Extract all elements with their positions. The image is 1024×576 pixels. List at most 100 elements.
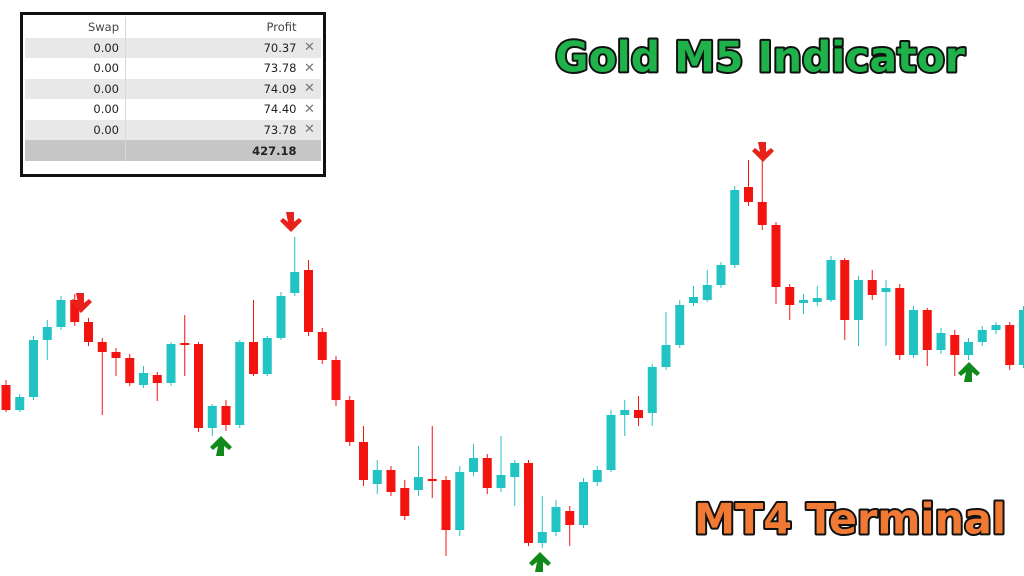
candle-body bbox=[675, 305, 685, 345]
cell: 70.37 bbox=[125, 37, 303, 58]
candle-body bbox=[771, 225, 781, 287]
candle-body bbox=[964, 342, 973, 355]
rows: 0.00 70.37 ✕ 0.00 73.78 ✕ 0.00 74.09 ✕ 0.00 74.40 ✕… bbox=[25, 37, 321, 140]
sell-signal bbox=[70, 142, 774, 313]
cell: 73.78 bbox=[263, 61, 297, 76]
candle-body bbox=[262, 338, 272, 374]
close-button[interactable]: ✕ bbox=[302, 119, 321, 140]
candle-body bbox=[29, 340, 38, 397]
cell: 0.00 bbox=[25, 58, 126, 79]
candle-body bbox=[139, 373, 148, 385]
candle-body bbox=[909, 310, 918, 355]
table-row: 0.00 73.78 ✕ bbox=[25, 58, 321, 79]
candle-body bbox=[235, 342, 245, 425]
cell: 0.00 bbox=[25, 99, 126, 120]
cell: 0.00 bbox=[25, 119, 126, 140]
table-row: 0.00 74.09 ✕ bbox=[25, 78, 321, 99]
candle-body bbox=[579, 482, 588, 525]
total-row: 427.18 bbox=[25, 140, 321, 161]
candle-body bbox=[524, 463, 533, 543]
table-row: 0.00 70.37 ✕ bbox=[25, 37, 321, 58]
table-row: 0.00 73.78 ✕ bbox=[25, 119, 321, 140]
candle-body bbox=[482, 458, 492, 488]
candle-body bbox=[359, 442, 368, 480]
candle-body bbox=[757, 202, 767, 225]
candle-body bbox=[455, 472, 465, 530]
candle-body bbox=[867, 280, 877, 295]
candle-body bbox=[496, 475, 506, 488]
close-button[interactable]: ✕ bbox=[302, 78, 321, 99]
candle-body bbox=[207, 406, 217, 428]
column-header: Profit bbox=[125, 17, 303, 38]
page-subtitle: MT4 Terminal bbox=[694, 495, 1006, 544]
close-button[interactable]: ✕ bbox=[304, 60, 315, 76]
candle-body bbox=[716, 265, 726, 285]
candle-body bbox=[84, 322, 93, 342]
candle-body bbox=[400, 488, 410, 516]
candle-body bbox=[785, 287, 795, 305]
candle-body bbox=[317, 332, 327, 360]
candle-body bbox=[606, 415, 616, 470]
candle-body bbox=[881, 288, 891, 292]
candle-body bbox=[194, 344, 203, 428]
candle-body bbox=[427, 479, 437, 481]
close-button[interactable]: ✕ bbox=[304, 101, 315, 117]
candle-body bbox=[56, 300, 66, 327]
candle-body bbox=[936, 333, 946, 350]
candle-body bbox=[826, 260, 836, 300]
candle-body bbox=[799, 300, 808, 303]
spacer bbox=[302, 140, 321, 161]
candle-body bbox=[152, 375, 162, 383]
column-header: Swap bbox=[25, 17, 126, 38]
candle-body bbox=[592, 470, 602, 482]
candle-body bbox=[15, 397, 25, 410]
table-row: 0.00 74.40 ✕ bbox=[25, 99, 321, 120]
candle-body bbox=[469, 458, 478, 472]
candle-body bbox=[565, 511, 575, 525]
total-cell: 427.18 bbox=[125, 140, 303, 161]
cell: 74.09 bbox=[125, 78, 303, 99]
candle-body bbox=[950, 335, 960, 355]
candle-body bbox=[537, 532, 547, 543]
cell bbox=[25, 140, 126, 161]
candle-body bbox=[1, 385, 11, 410]
candle-body bbox=[634, 410, 643, 418]
candle-body bbox=[331, 360, 341, 400]
candle-body bbox=[166, 344, 176, 383]
candle-body bbox=[221, 406, 231, 425]
candle-body bbox=[276, 296, 286, 338]
candles bbox=[1, 156, 1024, 556]
cell: 74.40 bbox=[263, 102, 297, 117]
candle-body bbox=[441, 480, 451, 530]
candle-body bbox=[702, 285, 712, 300]
candle-body bbox=[620, 410, 630, 415]
candle-body bbox=[551, 507, 561, 532]
candle-body bbox=[661, 345, 671, 367]
candle-body bbox=[180, 343, 190, 345]
cell: 73.78 bbox=[125, 119, 303, 140]
candle-body bbox=[991, 325, 1001, 330]
candle-body bbox=[304, 270, 313, 332]
candle-body bbox=[42, 327, 52, 340]
candle-body bbox=[372, 470, 382, 484]
header-row: Swap Profit bbox=[25, 17, 321, 38]
candle-body bbox=[895, 288, 905, 355]
candle-body bbox=[977, 330, 987, 342]
candle-body bbox=[1019, 310, 1024, 365]
close-button[interactable]: ✕ bbox=[302, 37, 321, 58]
candle-body bbox=[125, 358, 135, 383]
candle-body bbox=[97, 342, 107, 352]
cell: 0.00 bbox=[25, 78, 126, 99]
candle-body bbox=[70, 300, 80, 322]
candle-body bbox=[744, 187, 753, 202]
trade-table: Swap Profit 0.00 70.37 ✕ 0.00 73.78 ✕ 0.00 74.0… bbox=[25, 17, 321, 161]
candle-body bbox=[840, 260, 850, 320]
candle-body bbox=[730, 190, 740, 265]
candle-body bbox=[922, 310, 932, 350]
candle-body bbox=[345, 400, 355, 442]
spacer bbox=[302, 17, 321, 38]
page-title: Gold M5 Indicator bbox=[555, 33, 965, 82]
buy-signal bbox=[210, 362, 980, 572]
candle-body bbox=[111, 352, 121, 358]
